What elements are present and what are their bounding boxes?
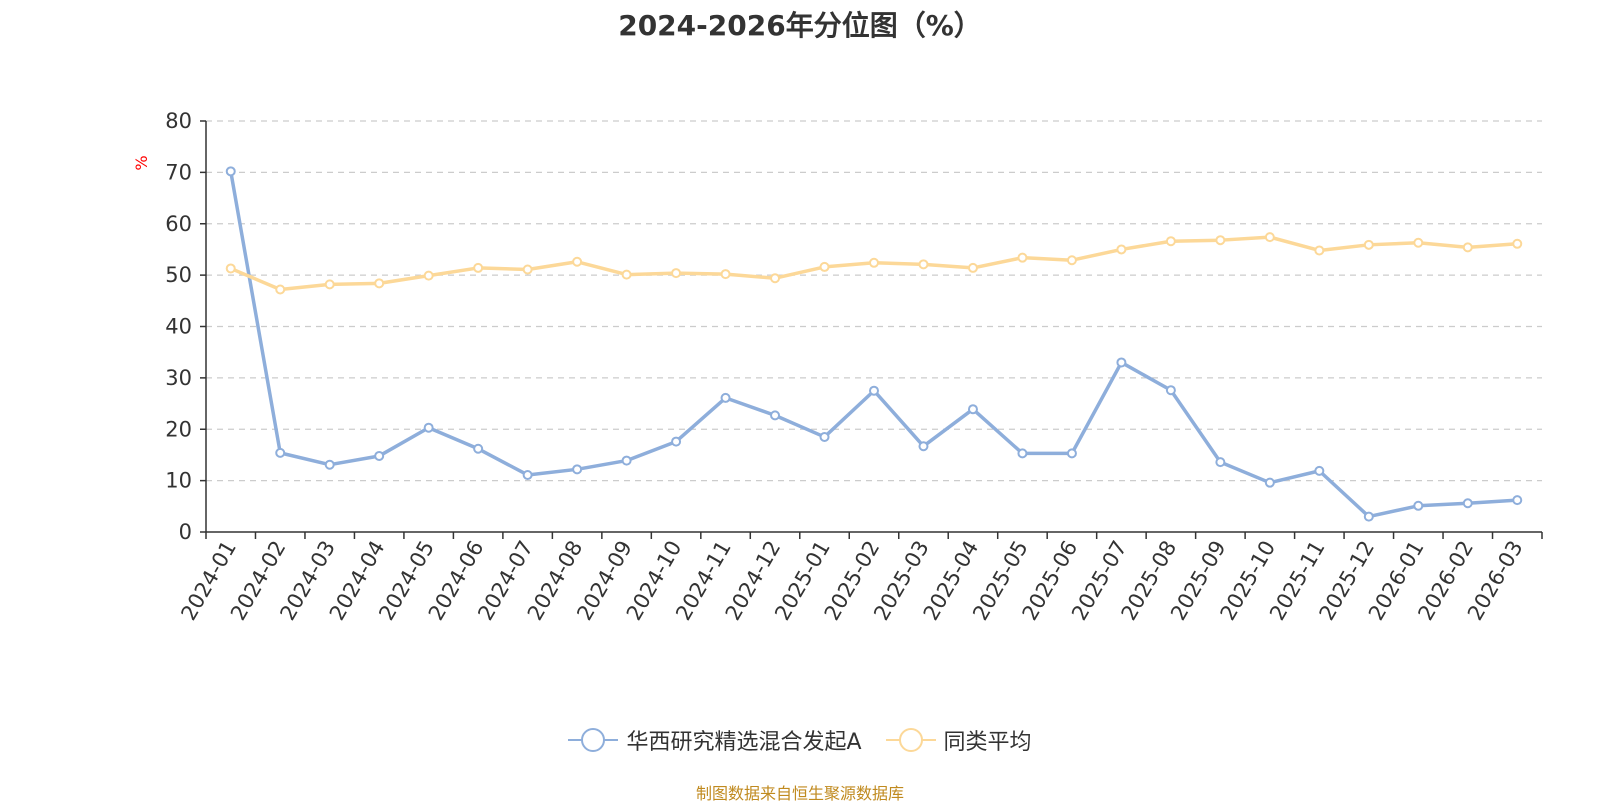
data-point xyxy=(1512,238,1523,249)
data-point xyxy=(1363,511,1374,522)
data-point xyxy=(720,269,731,280)
data-point xyxy=(1413,237,1424,248)
axes: 010203040506070802024-012024-022024-0320… xyxy=(165,109,1543,624)
data-point xyxy=(1462,242,1473,253)
y-tick-label: 40 xyxy=(165,315,192,339)
data-point xyxy=(1165,236,1176,247)
legend: 华西研究精选混合发起A 同类平均 xyxy=(0,724,1600,756)
data-point xyxy=(572,464,583,475)
data-point xyxy=(671,436,682,447)
data-point xyxy=(1314,465,1325,476)
data-point xyxy=(1462,498,1473,509)
data-point xyxy=(1363,239,1374,250)
legend-item[interactable]: 同类平均 xyxy=(885,724,1032,756)
y-tick-label: 10 xyxy=(165,469,192,493)
data-point xyxy=(275,284,286,295)
legend-label: 同类平均 xyxy=(943,730,1032,755)
data-point xyxy=(1066,255,1077,266)
chart-title: 2024-2026年分位图（%） xyxy=(618,9,982,42)
data-point xyxy=(225,166,236,177)
data-point xyxy=(671,268,682,279)
data-point xyxy=(1066,448,1077,459)
data-point xyxy=(1413,500,1424,511)
y-tick-label: 50 xyxy=(165,263,192,287)
series-lines xyxy=(225,166,1523,522)
data-point xyxy=(720,392,731,403)
data-point xyxy=(1017,252,1028,263)
data-point xyxy=(1264,232,1275,243)
data-point xyxy=(1512,495,1523,506)
data-point xyxy=(918,259,929,270)
data-point xyxy=(770,410,781,421)
data-point xyxy=(869,257,879,268)
y-tick-label: 30 xyxy=(165,366,192,390)
data-point xyxy=(374,450,385,461)
data-point xyxy=(770,273,781,284)
data-point xyxy=(275,447,286,458)
data-point xyxy=(819,431,830,442)
data-point xyxy=(1116,244,1127,255)
data-point xyxy=(918,441,929,452)
data-point xyxy=(473,262,484,273)
data-point xyxy=(869,385,879,396)
legend-symbol xyxy=(885,728,936,752)
y-tick-label: 20 xyxy=(165,417,192,441)
data-point xyxy=(1215,457,1226,468)
data-point xyxy=(572,256,583,267)
data-point xyxy=(324,279,335,290)
source-note: 制图数据来自恒生聚源数据库 xyxy=(695,784,904,803)
data-point xyxy=(423,422,434,433)
y-tick-label: 70 xyxy=(165,160,192,184)
data-point xyxy=(374,278,385,289)
y-tick-label: 80 xyxy=(165,109,192,133)
data-point xyxy=(1264,477,1275,488)
data-point xyxy=(1165,385,1176,396)
data-point xyxy=(1116,357,1127,368)
data-point xyxy=(522,469,533,480)
data-point xyxy=(621,269,632,280)
data-point xyxy=(967,404,978,415)
grid-lines xyxy=(206,120,1542,482)
data-point xyxy=(225,263,236,274)
data-point xyxy=(522,264,533,275)
data-point xyxy=(1215,235,1226,246)
y-tick-label: 60 xyxy=(165,212,192,236)
y-axis-unit-label: % xyxy=(132,155,151,170)
y-tick-label: 0 xyxy=(179,520,192,544)
legend-item[interactable]: 华西研究精选混合发起A xyxy=(568,724,862,756)
data-point xyxy=(473,443,484,454)
series-line xyxy=(229,171,1518,519)
legend-label: 华西研究精选混合发起A xyxy=(626,730,862,755)
data-point xyxy=(324,459,335,470)
data-point xyxy=(967,262,978,273)
data-point xyxy=(621,455,632,466)
data-point xyxy=(1017,448,1028,459)
data-point xyxy=(1314,245,1325,256)
data-point xyxy=(819,261,830,272)
legend-symbol xyxy=(568,728,619,752)
data-point xyxy=(423,270,434,281)
